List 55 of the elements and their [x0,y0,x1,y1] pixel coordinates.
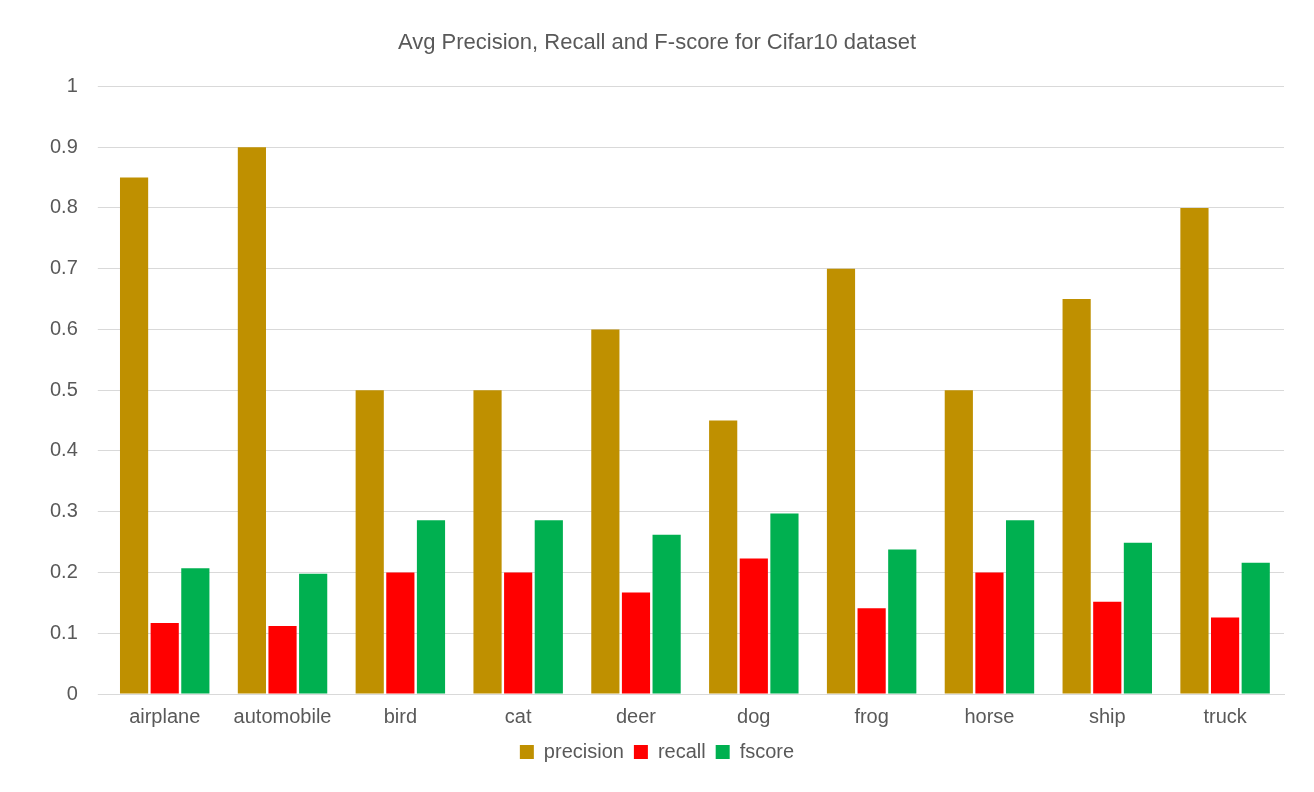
x-tick-label: deer [615,704,657,727]
y-tick-label: 0.7 [49,256,78,279]
bar [857,608,886,694]
bar [534,520,563,694]
x-tick-label: airplane [129,704,201,727]
bar [386,572,415,694]
bar [416,520,446,694]
bar [975,572,1004,694]
bar [944,390,973,694]
x-tick-label: horse [964,704,1015,727]
y-tick-label: 0.9 [49,134,78,157]
legend-label: recall [657,739,706,762]
x-tick-label: dog [737,704,771,727]
y-tick-label: 0.6 [49,316,78,339]
bar [591,329,620,694]
bar [473,390,502,694]
bar [181,568,210,694]
bar [1180,207,1209,694]
legend-label: precision [543,739,624,762]
legend-label: fscore [739,739,795,762]
bar [150,622,179,694]
y-tick-label: 0.2 [49,560,78,582]
y-tick-label: 0.4 [49,438,78,461]
x-tick-label: automobile [233,704,332,727]
bar [770,513,799,694]
bar [268,625,297,694]
bar [621,592,651,694]
x-tick-label: truck [1203,704,1248,727]
bar [826,268,856,694]
x-tick-label: cat [504,704,532,727]
x-tick-label: frog [854,704,889,727]
chart-title: Avg Precision, Recall and F-score for Cifar10 dataset [397,29,917,55]
bar [1123,542,1152,694]
x-tick-label: bird [383,704,418,727]
bar [504,572,533,694]
y-tick-label: 1 [66,73,78,96]
bar [119,177,149,694]
y-tick-label: 0 [66,681,78,704]
y-tick-label: 0.8 [49,195,78,218]
y-tick-label: 0.3 [49,499,78,522]
bar [299,573,328,694]
x-tick-label: ship [1088,704,1126,727]
bar [355,390,384,694]
bar [709,420,738,694]
bar [237,147,266,694]
bar [1211,617,1240,694]
bar [1093,601,1122,694]
bar [1005,520,1035,694]
y-tick-label: 0.5 [49,377,78,400]
bar [1241,562,1270,694]
bar [652,534,681,694]
y-tick-label: 0.1 [49,620,78,643]
bar [1062,299,1091,694]
bar [739,558,768,694]
bar [888,549,917,694]
